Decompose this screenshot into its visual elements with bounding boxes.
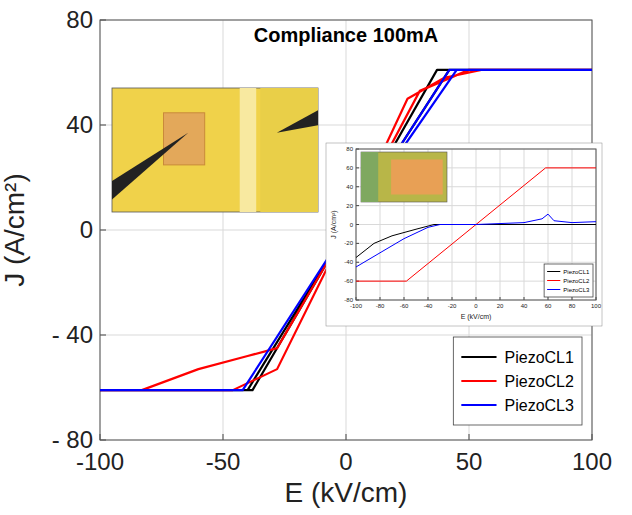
y-tick-label: 0 [80,216,93,243]
y-tick-label: 40 [346,184,353,190]
legend-label: PiezoCL2 [505,373,574,390]
photo-inset [361,152,447,202]
legend-label: PiezoCL3 [505,397,574,414]
plot-area [356,149,596,300]
y-tick-label: -20 [344,240,353,246]
photo-background [112,88,318,212]
series-line [356,214,596,267]
tick-mark [223,434,224,440]
y-tick-label: -40 [344,259,353,265]
grid-line [356,262,596,263]
legend-swatch [547,289,560,290]
x-tick-label: 60 [545,303,552,309]
x-tick-label: 40 [521,303,528,309]
x-tick-label: -40 [424,303,433,309]
grid-line [356,243,596,244]
photo-probe [277,110,318,132]
x-tick-label: -100 [350,303,363,309]
photo-probe [112,133,188,200]
tick-mark [100,335,106,336]
legend-label: PiezoCL3 [563,287,590,293]
y-tick-label: 20 [346,203,353,209]
y-tick-label: -60 [344,278,353,284]
x-tick-label: 0 [474,303,478,309]
legend-label: PiezoCL1 [505,349,574,366]
chart-1: -100-80-60-40-20020406080100-80-60-40-20… [326,143,602,326]
photo-background [361,152,447,202]
x-tick-label: -60 [400,303,409,309]
y-tick-label: - 80 [52,426,93,453]
legend-swatch [461,356,496,358]
x-tick-label: 0 [339,448,352,475]
legend-swatch [547,280,560,281]
photo-sample [391,160,443,195]
y-tick-label: 0 [350,222,354,228]
grid-line [356,205,596,206]
photo-inset [112,88,318,212]
series-line [356,225,596,258]
x-axis-title: E (kV/cm) [461,313,492,321]
y-tick-label: 80 [346,146,353,152]
y-tick-label: 40 [66,111,93,138]
grid-line [100,335,592,336]
photo-region [260,88,318,212]
legend-label: PiezoCL2 [563,278,590,284]
photo-sample [164,113,205,165]
x-tick-label: 50 [456,448,483,475]
tick-mark [469,434,470,440]
inset-background [326,143,602,326]
x-tick-label: 20 [497,303,504,309]
tick-mark [346,434,347,440]
y-tick-label: - 40 [52,321,93,348]
x-tick-label: -50 [206,448,241,475]
x-tick-label: -80 [376,303,385,309]
legend: PiezoCL1 PiezoCL2 PiezoCL3 [453,337,582,425]
x-tick-label: -20 [448,303,457,309]
legend-box [544,264,593,297]
legend-swatch [547,271,560,272]
x-tick-label: 100 [572,448,612,475]
legend: PiezoCL1 PiezoCL2 PiezoCL3 [544,264,593,297]
tick-mark [100,230,106,231]
x-tick-label: 100 [591,303,602,309]
x-tick-label: 80 [569,303,576,309]
y-axis-title: J (A/cm²) [0,173,30,287]
tick-mark [100,125,106,126]
chart-root: -100 -50 0 50 100 - 80 - 40 0 40 80 Compliance 100… [0,0,632,515]
photo-band [240,88,256,212]
chart-title: Compliance 100mA [254,24,439,46]
y-tick-label: 60 [346,165,353,171]
y-axis-title: J (A/cm²) [330,210,338,238]
x-axis-title: E (kV/cm) [285,477,408,508]
photo-region [361,152,378,202]
y-tick-label: -80 [344,297,353,303]
y-tick-label: 80 [66,6,93,33]
legend-swatch [461,404,496,406]
legend-label: PiezoCL1 [563,269,590,275]
chart-0: -100 -50 0 50 100 - 80 - 40 0 40 80 Compliance 100… [0,6,612,508]
legend-box [453,337,582,425]
plot-frame [356,149,596,300]
legend-swatch [461,380,496,382]
